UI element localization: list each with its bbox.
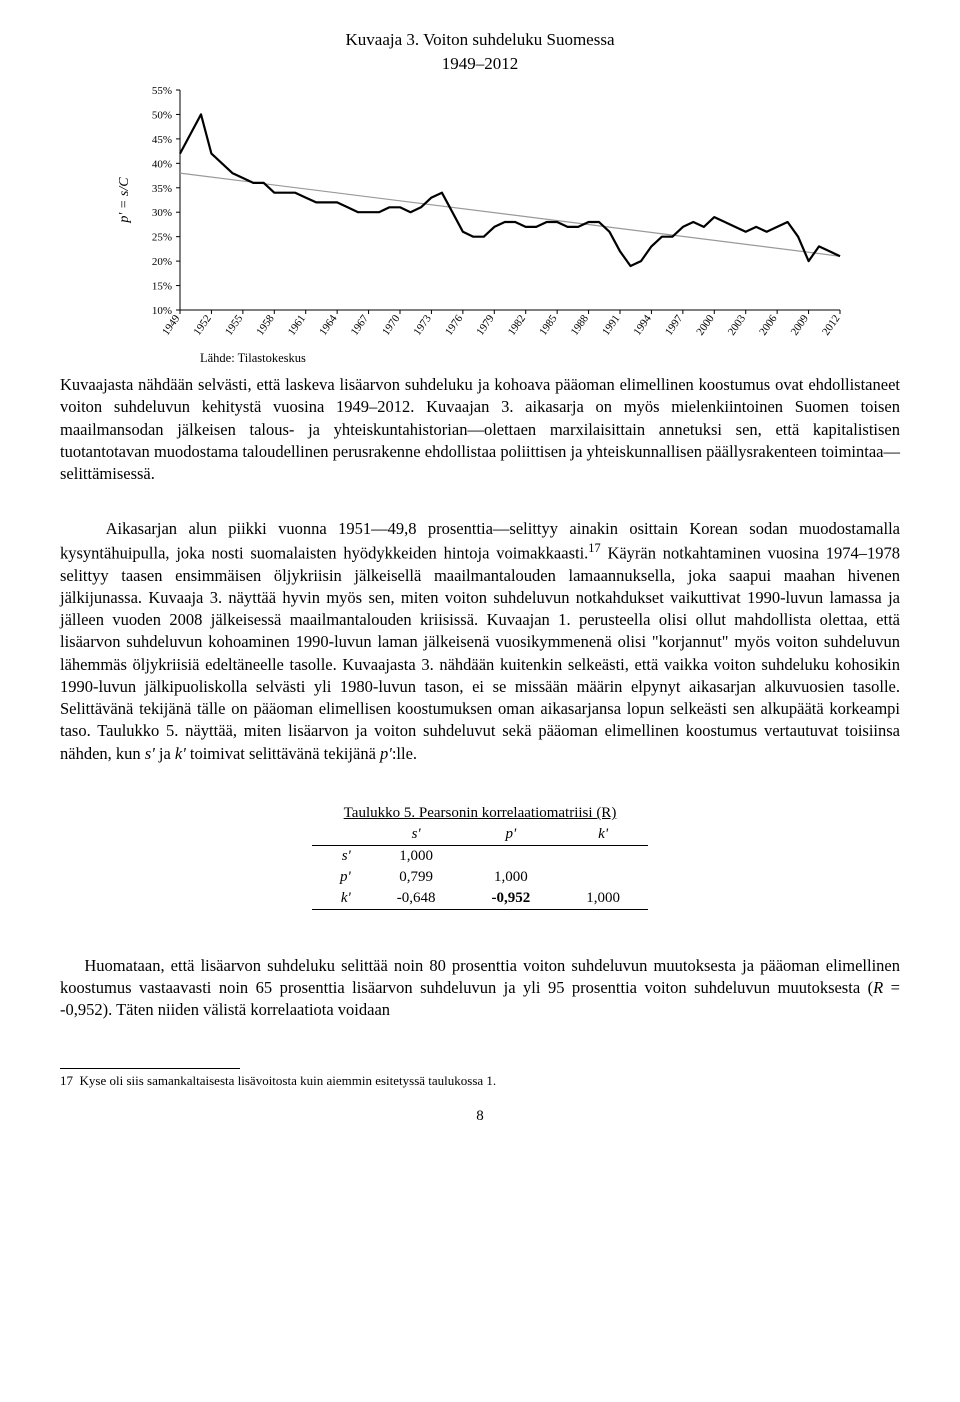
svg-text:2003: 2003 bbox=[726, 312, 749, 337]
table-title: Taulukko 5. Pearsonin korrelaatiomatriis… bbox=[60, 805, 900, 822]
col-header: s' bbox=[369, 824, 464, 846]
svg-text:20%: 20% bbox=[152, 256, 172, 268]
col-header: p' bbox=[463, 824, 558, 846]
svg-text:1958: 1958 bbox=[254, 312, 277, 337]
var-p: p' bbox=[380, 744, 392, 763]
table-row: k' -0,648 -0,952 1,000 bbox=[312, 888, 648, 910]
svg-text:1988: 1988 bbox=[569, 312, 592, 337]
svg-text:50%: 50% bbox=[152, 109, 172, 121]
table-cell: 1,000 bbox=[369, 846, 464, 868]
table-cell: -0,952 bbox=[463, 888, 558, 910]
svg-text:15%: 15% bbox=[152, 281, 172, 293]
row-header: s' bbox=[312, 846, 369, 868]
line-chart: 10%15%20%25%30%35%40%45%50%55%1949195219… bbox=[110, 84, 850, 364]
row-header: p' bbox=[312, 867, 369, 888]
svg-text:p' = s/C: p' = s/C bbox=[117, 177, 132, 224]
chart-title: Kuvaaja 3. Voiton suhdeluku Suomessa bbox=[60, 30, 900, 50]
svg-text:1991: 1991 bbox=[600, 313, 622, 338]
svg-text:1952: 1952 bbox=[191, 313, 213, 338]
svg-text:1955: 1955 bbox=[223, 312, 246, 337]
svg-text:1976: 1976 bbox=[443, 312, 466, 337]
col-header: k' bbox=[558, 824, 648, 846]
body-paragraph-1: Kuvaajasta nähdään selvästi, että laskev… bbox=[60, 374, 900, 485]
svg-text:1979: 1979 bbox=[474, 312, 497, 337]
var-k: k' bbox=[175, 744, 186, 763]
svg-text:25%: 25% bbox=[152, 232, 172, 244]
footnote-17: 17 Kyse oli siis samankaltaisesta lisävo… bbox=[60, 1073, 900, 1090]
table-cell: 0,799 bbox=[369, 867, 464, 888]
row-header: k' bbox=[312, 888, 369, 910]
svg-text:35%: 35% bbox=[152, 183, 172, 195]
body-paragraph-3: Huomataan, että lisäarvon suhdeluku seli… bbox=[60, 932, 900, 1043]
table-header-row: s' p' k' bbox=[312, 824, 648, 846]
var-R: R bbox=[873, 978, 883, 997]
body-paragraph-2: Aikasarjan alun piikki vuonna 1951—49,8 … bbox=[60, 495, 900, 787]
svg-text:1982: 1982 bbox=[506, 313, 528, 338]
chart-container: 10%15%20%25%30%35%40%45%50%55%1949195219… bbox=[60, 84, 900, 364]
table-cell bbox=[558, 867, 648, 888]
table-cell bbox=[463, 846, 558, 868]
var-s: s' bbox=[145, 744, 155, 763]
table-cell bbox=[558, 846, 648, 868]
chart-subtitle: 1949–2012 bbox=[60, 54, 900, 74]
p2-part-c: ja bbox=[155, 744, 175, 763]
p3-part-a: Huomataan, että lisäarvon suhdeluku seli… bbox=[60, 956, 904, 997]
table-cell: 1,000 bbox=[463, 867, 558, 888]
table-row: s' 1,000 bbox=[312, 846, 648, 868]
svg-text:45%: 45% bbox=[152, 134, 172, 146]
svg-text:1997: 1997 bbox=[663, 312, 686, 337]
svg-text:10%: 10% bbox=[152, 305, 172, 317]
svg-text:2006: 2006 bbox=[757, 312, 780, 337]
p2-part-d: toimivat selittävänä tekijänä bbox=[186, 744, 380, 763]
svg-text:Lähde: Tilastokeskus: Lähde: Tilastokeskus bbox=[200, 351, 306, 364]
p2-part-e: :lle. bbox=[392, 744, 417, 763]
svg-text:1985: 1985 bbox=[537, 312, 560, 337]
svg-text:55%: 55% bbox=[152, 85, 172, 97]
table-cell: -0,648 bbox=[369, 888, 464, 910]
svg-text:1961: 1961 bbox=[286, 313, 308, 338]
table-cell: 1,000 bbox=[558, 888, 648, 910]
p2-part-b: Käyrän notkahtaminen vuosina 1974–1978 s… bbox=[60, 543, 904, 762]
correlation-table: s' p' k' s' 1,000 p' 0,799 1,000 k' -0,6… bbox=[312, 824, 648, 910]
svg-text:1973: 1973 bbox=[411, 312, 434, 337]
page-number: 8 bbox=[60, 1108, 900, 1125]
svg-text:2012: 2012 bbox=[820, 313, 842, 338]
footnote-text: Kyse oli siis samankaltaisesta lisävoito… bbox=[80, 1073, 497, 1088]
svg-text:1964: 1964 bbox=[317, 312, 340, 337]
svg-text:2009: 2009 bbox=[789, 312, 812, 337]
svg-text:30%: 30% bbox=[152, 207, 172, 219]
svg-text:40%: 40% bbox=[152, 158, 172, 170]
svg-text:2000: 2000 bbox=[694, 312, 717, 337]
svg-text:1970: 1970 bbox=[380, 312, 403, 337]
footnote-separator bbox=[60, 1068, 240, 1069]
svg-text:1967: 1967 bbox=[349, 312, 372, 337]
svg-text:1994: 1994 bbox=[631, 312, 654, 337]
footnote-num: 17 bbox=[60, 1073, 73, 1088]
footnote-ref-17: 17 bbox=[588, 541, 600, 555]
table-row: p' 0,799 1,000 bbox=[312, 867, 648, 888]
